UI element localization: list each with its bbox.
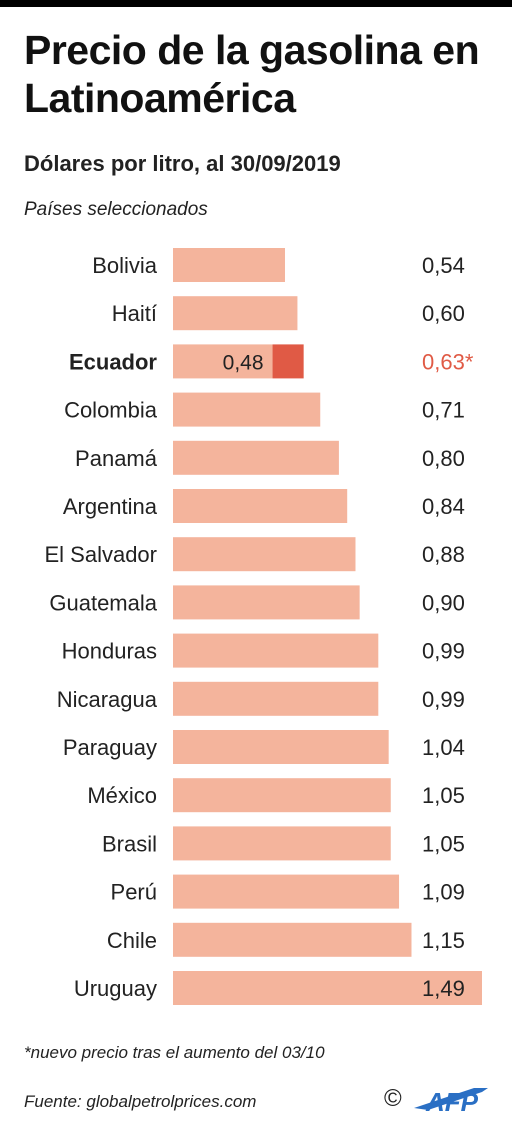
bar-peru (173, 874, 400, 909)
category-label-nicaragua: Nicaragua (57, 687, 158, 712)
previous-value-label-ecuador: 0,48 (223, 351, 264, 374)
bar-haiti (173, 296, 298, 331)
category-label-argentina: Argentina (63, 494, 158, 519)
category-label-el-salvador: El Salvador (44, 542, 157, 567)
afp-logo: AFP (414, 1087, 488, 1116)
value-label-bolivia: 0,54 (422, 253, 465, 278)
bar-panama (173, 440, 339, 475)
category-label-mexico: México (87, 783, 157, 808)
bar-paraguay (173, 730, 389, 764)
category-label-panama: Panamá (75, 446, 158, 471)
bar-ecuador-previous (173, 344, 273, 379)
bar-nicaragua (173, 681, 379, 716)
selection-note: Países seleccionados (24, 199, 208, 220)
category-label-ecuador: Ecuador (69, 349, 157, 374)
bar-el-salvador (173, 537, 356, 572)
category-label-brasil: Brasil (102, 831, 157, 856)
category-label-paraguay: Paraguay (63, 735, 157, 760)
copyright-symbol: © (384, 1085, 402, 1112)
value-label-honduras: 0,99 (422, 639, 465, 664)
bar-colombia (173, 392, 321, 427)
bar-guatemala (173, 585, 360, 620)
category-label-haiti: Haití (112, 301, 157, 326)
svg-text:AFP: AFP (425, 1087, 479, 1116)
category-label-chile: Chile (107, 928, 157, 953)
value-label-mexico: 1,05 (422, 783, 465, 808)
bar-mexico (173, 778, 391, 813)
category-label-honduras: Honduras (62, 639, 157, 664)
value-label-uruguay: 1,49 (422, 976, 465, 1001)
category-label-colombia: Colombia (64, 398, 158, 423)
top-rule (0, 0, 512, 7)
footnote: *nuevo precio tras el aumento del 03/10 (24, 1043, 325, 1062)
value-label-paraguay: 1,04 (422, 735, 465, 760)
bar-chile (173, 922, 412, 957)
chart-title: Precio de la gasolina en Latinoamérica (24, 27, 480, 121)
value-label-el-salvador: 0,88 (422, 542, 465, 567)
value-label-guatemala: 0,90 (422, 590, 465, 615)
bar-honduras (173, 633, 379, 668)
value-label-colombia: 0,71 (422, 398, 465, 423)
value-label-ecuador: 0,63* (422, 349, 474, 374)
bar-bolivia (173, 248, 285, 282)
source-note: Fuente: globalpetrolprices.com (24, 1092, 257, 1111)
value-label-panama: 0,80 (422, 446, 465, 471)
value-label-haiti: 0,60 (422, 301, 465, 326)
value-label-argentina: 0,84 (422, 494, 465, 519)
bar-ecuador-increase (272, 344, 304, 379)
bar-brasil (173, 826, 391, 861)
bar-argentina (173, 489, 348, 523)
bar-chart: Bolivia 0,54 Haití 0,60 Ecuador 0,48 0,63* Colo… (44, 248, 482, 1005)
category-label-bolivia: Bolivia (92, 253, 158, 278)
category-label-peru: Perú (111, 880, 157, 905)
category-label-guatemala: Guatemala (49, 590, 157, 615)
chart-subtitle: Dólares por litro, al 30/09/2019 (24, 151, 341, 176)
value-label-chile: 1,15 (422, 928, 465, 953)
bar-uruguay (173, 971, 482, 1005)
value-label-nicaragua: 0,99 (422, 687, 465, 712)
value-label-brasil: 1,05 (422, 831, 465, 856)
value-label-peru: 1,09 (422, 880, 465, 905)
afp-logo-mark: AFP (414, 1087, 488, 1116)
category-label-uruguay: Uruguay (74, 976, 157, 1001)
